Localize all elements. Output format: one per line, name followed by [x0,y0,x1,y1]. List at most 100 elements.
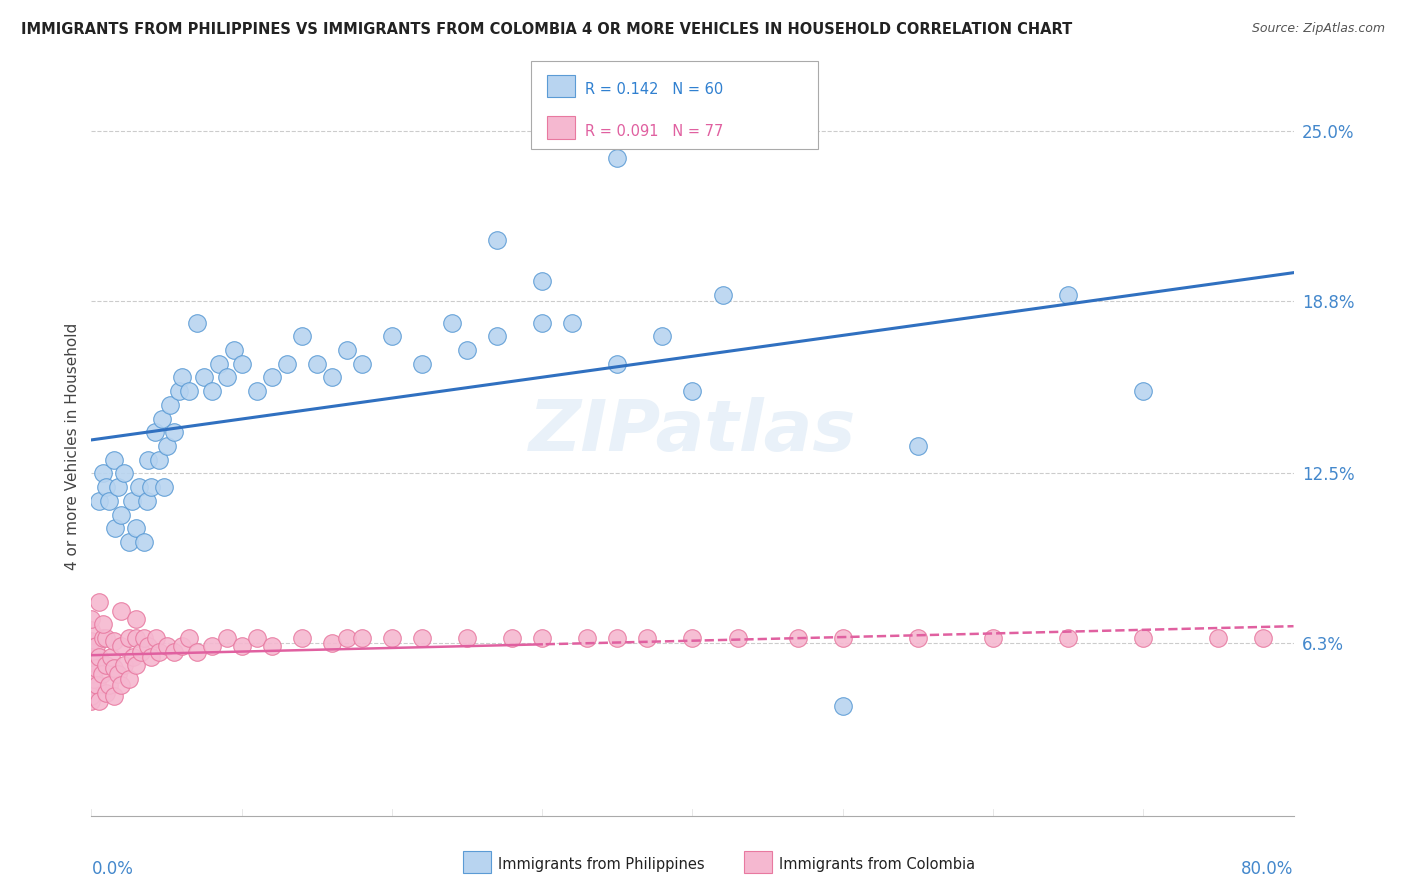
Point [381,631,404,645]
Point [215,631,238,645]
Point [260,639,283,653]
Point [103,689,125,703]
Point [132,631,155,645]
Text: ZIPatlas: ZIPatlas [529,397,856,466]
Point [150,411,173,425]
Point [83,672,105,686]
Point [177,631,200,645]
Point [155,439,177,453]
Point [107,666,129,681]
Point [80,623,103,637]
Point [981,631,1004,645]
Point [103,661,125,675]
Point [201,384,224,399]
Point [193,370,215,384]
Text: R = 0.091   N = 77: R = 0.091 N = 77 [585,124,723,138]
Point [167,384,190,399]
Point [381,329,404,343]
Point [186,645,208,659]
Point [321,370,343,384]
Point [129,645,152,659]
Point [321,636,343,650]
Point [80,694,103,708]
Point [107,480,129,494]
Point [145,631,167,645]
Point [531,631,554,645]
Point [143,425,166,440]
Point [305,357,328,371]
Point [531,275,554,289]
Point [1208,631,1230,645]
Point [84,661,107,675]
Point [831,631,853,645]
Point [159,398,181,412]
Point [291,631,314,645]
Text: 0.0%: 0.0% [91,860,134,878]
Point [486,329,509,343]
Point [86,677,108,691]
Point [163,425,186,440]
Point [80,656,103,670]
Point [170,639,193,653]
Point [786,631,808,645]
Point [110,508,132,522]
Point [276,357,298,371]
Point [246,384,269,399]
Text: IMMIGRANTS FROM PHILIPPINES VS IMMIGRANTS FROM COLOMBIA 4 OR MORE VEHICLES IN HO: IMMIGRANTS FROM PHILIPPINES VS IMMIGRANT… [21,22,1073,37]
Point [132,535,155,549]
Point [141,480,163,494]
Point [103,633,125,648]
Point [110,639,132,653]
Point [215,370,238,384]
Point [148,452,170,467]
Point [907,631,929,645]
Point [114,658,136,673]
Point [93,467,115,481]
Point [141,650,163,665]
Point [651,329,673,343]
Point [98,677,121,691]
Point [80,645,103,659]
Point [155,639,177,653]
Point [93,631,115,645]
Point [121,493,143,508]
Point [606,151,628,165]
Point [501,631,523,645]
Point [486,233,509,247]
Point [80,612,103,626]
Point [96,631,118,645]
Point [96,658,118,673]
Point [336,343,359,357]
Point [681,384,703,399]
Point [606,357,628,371]
Text: R = 0.142   N = 60: R = 0.142 N = 60 [585,82,723,96]
Point [246,631,269,645]
Point [727,631,749,645]
Point [87,493,110,508]
Point [80,689,103,703]
Point [1132,384,1154,399]
Point [128,480,150,494]
Point [118,672,141,686]
Point [122,650,145,665]
Point [110,603,132,617]
Point [231,357,253,371]
Text: Source: ZipAtlas.com: Source: ZipAtlas.com [1251,22,1385,36]
Text: Immigrants from Colombia: Immigrants from Colombia [779,857,974,871]
Point [411,631,433,645]
Point [87,595,110,609]
Point [1253,631,1275,645]
Point [208,357,231,371]
Point [350,357,373,371]
Point [114,467,136,481]
Point [163,645,186,659]
Point [170,370,193,384]
Point [531,316,554,330]
Point [148,645,170,659]
Point [98,493,121,508]
Point [93,617,115,632]
Point [96,480,118,494]
Point [1132,631,1154,645]
Point [80,677,103,691]
Point [104,521,127,535]
